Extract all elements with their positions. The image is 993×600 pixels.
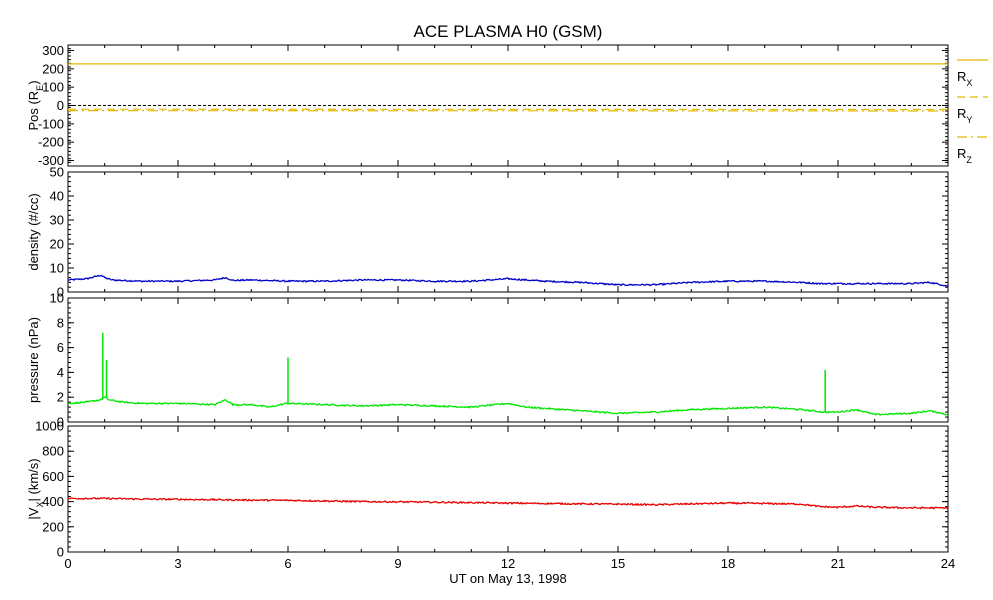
legend-label-sub: X xyxy=(966,78,972,88)
y-axis-label-end: ) xyxy=(26,80,41,84)
y-axis-label: |VX| (km/s) xyxy=(26,458,45,519)
y-tick-label: 600 xyxy=(42,469,64,484)
y-axis-label-main: |V xyxy=(26,507,41,519)
y-tick-label: 200 xyxy=(42,519,64,534)
y-tick-label: 10 xyxy=(50,261,64,276)
legend-label-main: R xyxy=(957,69,966,84)
y-tick-label: 6 xyxy=(57,340,64,355)
y-axis-label-sub: E xyxy=(35,85,45,91)
legend-label: RY xyxy=(957,106,972,125)
y-axis-label-main: Pos (R xyxy=(26,91,41,131)
x-tick-label: 6 xyxy=(284,556,291,571)
x-tick-label: 18 xyxy=(721,556,735,571)
panel-pressure: 10 8 6 4 2 0 pressure (nPa) xyxy=(26,291,949,430)
y-tick-label: 100 xyxy=(42,80,64,95)
y-tick-label: 200 xyxy=(42,61,64,76)
y-tick-label: 0 xyxy=(57,415,64,430)
panel-frame xyxy=(67,425,949,553)
y-axis-label-main: density (#/cc) xyxy=(26,193,41,270)
y-tick-label: 30 xyxy=(50,213,64,228)
y-tick-label: 50 xyxy=(50,165,64,180)
y-tick-label: 20 xyxy=(50,237,64,252)
x-tick-label: 24 xyxy=(941,556,955,571)
y-axis-label-end: | (km/s) xyxy=(26,458,41,501)
y-tick-label: 800 xyxy=(42,444,64,459)
panel-frame xyxy=(67,171,949,293)
legend-label-sub: Z xyxy=(966,155,972,165)
y-tick-label: -100 xyxy=(38,116,64,131)
x-tick-label: 3 xyxy=(174,556,181,571)
x-tick-label: 9 xyxy=(394,556,401,571)
y-tick-label: -200 xyxy=(38,135,64,150)
y-tick-label: 0 xyxy=(57,285,64,300)
y-tick-label: 2 xyxy=(57,390,64,405)
y-tick-label: 0 xyxy=(57,98,64,113)
series-line xyxy=(67,396,949,416)
legend-label-main: R xyxy=(957,146,966,161)
legend-label-sub: Y xyxy=(966,115,972,125)
y-tick-label: 0 xyxy=(57,545,64,560)
y-tick-label: 1000 xyxy=(35,419,64,434)
y-tick-label: 8 xyxy=(57,315,64,330)
legend-label: RX xyxy=(957,69,972,88)
y-tick-label: -300 xyxy=(38,153,64,168)
series-line xyxy=(67,496,949,510)
y-axis-label-main: pressure (nPa) xyxy=(26,317,41,403)
legend-label: RZ xyxy=(957,146,972,165)
y-axis-label: Pos (RE) xyxy=(26,80,45,130)
panel-vx: 1000 800 600 400 200 0 |VX| (km/s) 0 3 6 9 12 15 18 21… xyxy=(26,419,955,572)
y-tick-label: 10 xyxy=(50,291,64,306)
y-axis-label-sub: X xyxy=(35,502,45,508)
x-tick-label: 0 xyxy=(64,556,71,571)
x-tick-label: 21 xyxy=(831,556,845,571)
y-axis-label: density (#/cc) xyxy=(26,193,41,270)
chart-title: ACE PLASMA H0 (GSM) xyxy=(414,22,603,41)
x-tick-label: 12 xyxy=(501,556,515,571)
y-tick-label: 4 xyxy=(57,365,64,380)
panel-density: 50 40 30 20 10 0 density (#/cc) xyxy=(26,165,949,300)
x-axis-label: UT on May 13, 1998 xyxy=(449,571,567,586)
y-tick-label: 40 xyxy=(50,189,64,204)
y-tick-label: 400 xyxy=(42,494,64,509)
legend-label-main: R xyxy=(957,106,966,121)
y-axis-label: pressure (nPa) xyxy=(26,317,41,403)
x-tick-label: 15 xyxy=(611,556,625,571)
series-line xyxy=(67,274,949,287)
y-tick-label: 300 xyxy=(42,43,64,58)
